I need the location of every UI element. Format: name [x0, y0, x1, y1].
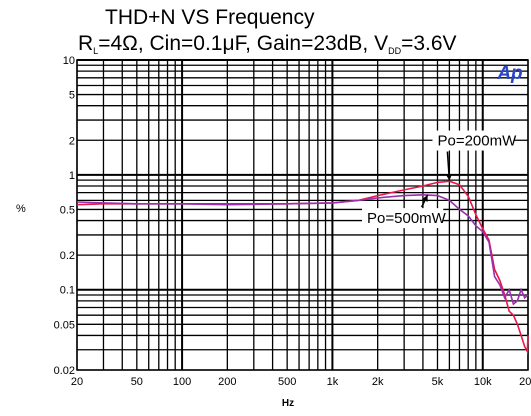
y-tick-label: 5	[69, 90, 75, 102]
x-tick-label: 20k	[519, 376, 531, 388]
series-line	[76, 180, 529, 355]
x-tick-label: 5k	[432, 376, 444, 388]
plot-frame	[76, 59, 529, 371]
x-tick-label: 50	[131, 376, 143, 388]
x-tick-label: 20	[71, 376, 83, 388]
y-tick-label: 0.1	[60, 285, 75, 297]
annotation-box	[432, 130, 514, 151]
subtitle-v-sub: DD	[388, 46, 401, 56]
annotation-label: Po=200mW	[437, 133, 517, 150]
x-tick-label: 10k	[474, 376, 492, 388]
annotations: Po=200mW Po=500mW	[362, 130, 517, 229]
y-tick-label: 0.2	[60, 250, 75, 262]
x-tick-label: 500	[278, 376, 296, 388]
x-tick-label: 100	[173, 376, 191, 388]
tick-labels: 20 50 100 200 500 1k 2k 5k 10k 20k 10 5 2 1 0.5 0.2 0.1 0…	[54, 55, 531, 388]
annotation-label: Po=500mW	[367, 210, 447, 227]
chart-title: THD+N VS Frequency	[105, 6, 315, 29]
y-tick-label: 0.02	[54, 365, 75, 377]
x-tick-label: 200	[218, 376, 236, 388]
ap-logo: Ap	[496, 63, 522, 84]
chart-subtitle: RL=4Ω, Cin=0.1μF, Gain=23dB, VDD=3.6V	[78, 32, 457, 56]
subtitle-mid: =4Ω, Cin=0.1μF, Gain=23dB, V	[98, 32, 388, 55]
y-tick-label: 2	[69, 135, 75, 147]
x-tick-label: 1k	[327, 376, 339, 388]
x-tick-label: 2k	[372, 376, 384, 388]
subtitle-r: R	[78, 32, 93, 55]
annotation-box	[362, 208, 444, 229]
subtitle-end: =3.6V	[401, 32, 456, 55]
x-axis-label: Hz	[282, 398, 294, 409]
subtitle-r-sub: L	[93, 46, 98, 56]
y-tick-label: 10	[63, 55, 75, 67]
y-tick-label: 1	[69, 170, 75, 182]
y-tick-label: 0.5	[60, 204, 75, 216]
grid	[76, 59, 529, 371]
y-tick-label: 0.05	[54, 319, 75, 331]
series-line	[76, 193, 529, 306]
annotation-arrowhead	[422, 194, 428, 202]
annotation-arrowhead	[445, 174, 452, 181]
series	[76, 180, 529, 355]
y-axis-label: %	[16, 203, 26, 215]
